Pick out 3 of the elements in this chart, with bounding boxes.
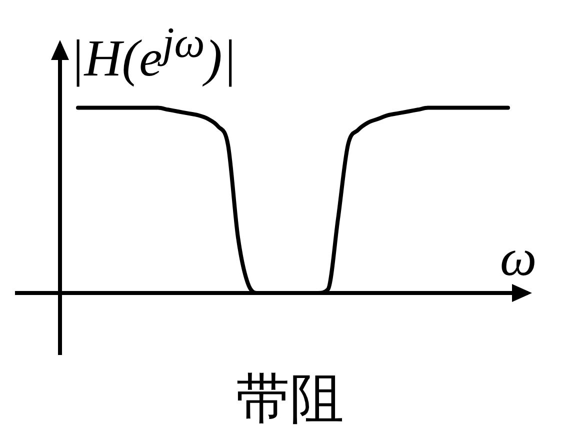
text: 带阻 <box>236 367 344 430</box>
y-axis-title: |H(e$^{jω}$)| <box>70 19 237 88</box>
x-axis-title: ω <box>500 230 537 287</box>
